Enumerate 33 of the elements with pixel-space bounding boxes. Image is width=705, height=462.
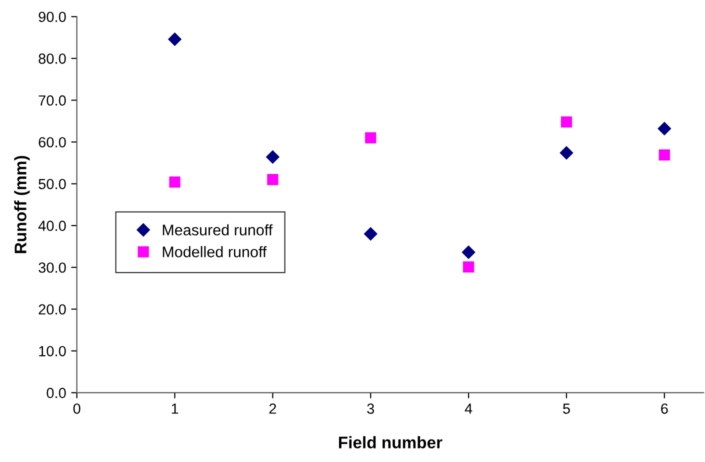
point (266, 150, 280, 164)
point (560, 146, 574, 160)
point (463, 261, 474, 272)
y-axis-title: Runoff (mm) (14, 156, 30, 254)
y-tick-label: 90.0 (38, 12, 66, 22)
y-tick-label: 30.0 (38, 262, 66, 273)
legend-label: Modelled runoff (162, 246, 267, 258)
x-tick-label: 3 (367, 404, 374, 414)
y-tick-label: 20.0 (38, 304, 66, 315)
point (658, 149, 670, 160)
x-tick-label: 2 (269, 404, 276, 414)
point (168, 32, 182, 46)
x-axis-title: Field number (339, 436, 442, 448)
y-tick-label: 50.0 (38, 178, 66, 190)
x-tick-label: 4 (464, 404, 472, 414)
y-tick-label: 70.0 (38, 95, 66, 106)
point (462, 246, 476, 259)
point (267, 174, 278, 186)
x-tick-label: 1 (172, 404, 178, 414)
point (169, 176, 180, 188)
x-tick-label: 0 (73, 404, 80, 414)
y-tick-label: 0.0 (46, 388, 66, 398)
y-tick-label: 10.0 (39, 346, 66, 356)
y-tick-label: 40.0 (38, 220, 66, 231)
point (658, 122, 672, 136)
y-tick-label: 60.0 (38, 137, 66, 148)
legend-label: Measured runoff (162, 224, 273, 236)
point (560, 116, 572, 128)
x-tick-label: 6 (661, 404, 668, 414)
y-tick-label: 80.0 (38, 54, 66, 64)
x-tick-label: 5 (563, 404, 570, 414)
point (365, 132, 376, 144)
point (364, 227, 378, 241)
